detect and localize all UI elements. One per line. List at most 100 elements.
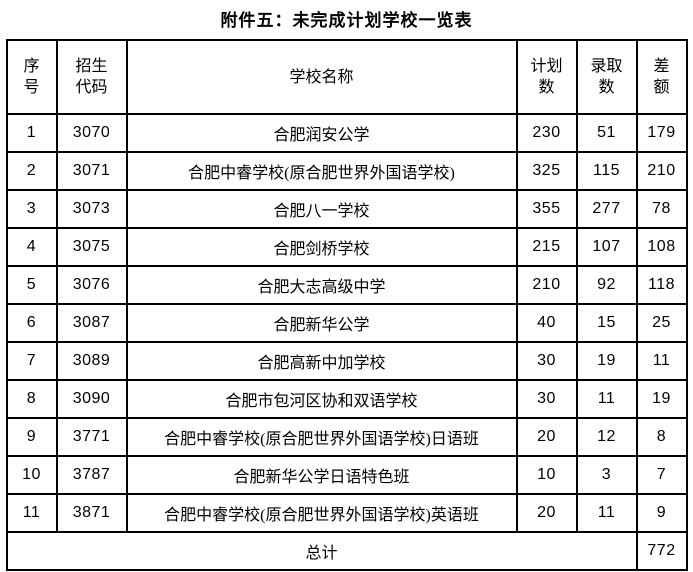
table-total-row: 总计 772 xyxy=(5,531,688,571)
cell-diff: 78 xyxy=(635,189,688,229)
cell-code: 3070 xyxy=(55,113,128,153)
cell-diff: 8 xyxy=(635,417,688,457)
cell-no: 9 xyxy=(5,417,58,457)
cell-code: 3073 xyxy=(55,189,128,229)
table-row: 3 3073 合肥八一学校 355 277 78 xyxy=(5,189,688,229)
cell-admitted: 11 xyxy=(575,493,638,533)
cell-school: 合肥中睿学校(原合肥世界外国语学校)英语班 xyxy=(125,493,518,533)
page-title: 附件五：未完成计划学校一览表 xyxy=(220,11,473,30)
total-label-cell: 总计 xyxy=(5,531,638,571)
cell-no: 1 xyxy=(5,113,58,153)
table-row: 6 3087 合肥新华公学 40 15 25 xyxy=(5,303,688,343)
col-header-plan-line2: 数 xyxy=(538,79,555,96)
cell-no: 7 xyxy=(5,341,58,381)
cell-code: 3090 xyxy=(55,379,128,419)
cell-code: 3087 xyxy=(55,303,128,343)
cell-diff: 19 xyxy=(635,379,688,419)
cell-no: 6 xyxy=(5,303,58,343)
table-row: 2 3071 合肥中睿学校(原合肥世界外国语学校) 325 115 210 xyxy=(5,151,688,191)
cell-admitted: 115 xyxy=(575,151,638,191)
cell-school: 合肥润安公学 xyxy=(125,113,518,153)
cell-plan: 40 xyxy=(515,303,578,343)
cell-school: 合肥高新中加学校 xyxy=(125,341,518,381)
col-header-admitted-line2: 数 xyxy=(598,79,615,96)
cell-code: 3871 xyxy=(55,493,128,533)
cell-no: 3 xyxy=(5,189,58,229)
table-row: 1 3070 合肥润安公学 230 51 179 xyxy=(5,113,688,153)
col-header-admitted-line1: 录取 xyxy=(590,58,623,75)
cell-plan: 210 xyxy=(515,265,578,305)
cell-admitted: 15 xyxy=(575,303,638,343)
table-row: 7 3089 合肥高新中加学校 30 19 11 xyxy=(5,341,688,381)
col-header-code-line2: 代码 xyxy=(75,79,108,96)
col-header-diff-line2: 额 xyxy=(653,79,670,96)
cell-school: 合肥中睿学校(原合肥世界外国语学校) xyxy=(125,151,518,191)
col-header-school: 学校名称 xyxy=(125,39,518,115)
table-row: 5 3076 合肥大志高级中学 210 92 118 xyxy=(5,265,688,305)
cell-plan: 10 xyxy=(515,455,578,495)
cell-code: 3075 xyxy=(55,227,128,267)
cell-diff: 179 xyxy=(635,113,688,153)
cell-school: 合肥中睿学校(原合肥世界外国语学校)日语班 xyxy=(125,417,518,457)
col-header-diff: 差 额 xyxy=(635,39,688,115)
cell-diff: 25 xyxy=(635,303,688,343)
cell-plan: 20 xyxy=(515,493,578,533)
cell-no: 2 xyxy=(5,151,58,191)
cell-code: 3771 xyxy=(55,417,128,457)
cell-plan: 355 xyxy=(515,189,578,229)
cell-no: 5 xyxy=(5,265,58,305)
table-row: 9 3771 合肥中睿学校(原合肥世界外国语学校)日语班 20 12 8 xyxy=(5,417,688,457)
cell-admitted: 3 xyxy=(575,455,638,495)
cell-no: 10 xyxy=(5,455,58,495)
cell-school: 合肥新华公学 xyxy=(125,303,518,343)
cell-diff: 7 xyxy=(635,455,688,495)
col-header-school-line1: 学校名称 xyxy=(289,68,354,86)
cell-plan: 20 xyxy=(515,417,578,457)
cell-school: 合肥八一学校 xyxy=(125,189,518,229)
cell-no: 11 xyxy=(5,493,58,533)
col-header-plan: 计划 数 xyxy=(515,39,578,115)
table-row: 11 3871 合肥中睿学校(原合肥世界外国语学校)英语班 20 11 9 xyxy=(5,493,688,533)
table-row: 8 3090 合肥市包河区协和双语学校 30 11 19 xyxy=(5,379,688,419)
col-header-code-line1: 招生 xyxy=(75,58,108,75)
cell-plan: 30 xyxy=(515,341,578,381)
cell-admitted: 277 xyxy=(575,189,638,229)
cell-plan: 215 xyxy=(515,227,578,267)
cell-diff: 9 xyxy=(635,493,688,533)
table-row: 10 3787 合肥新华公学日语特色班 10 3 7 xyxy=(5,455,688,495)
unfinished-plan-school-table: 序 号 招生 代码 学校名称 计划 数 录取 数 差 额 xyxy=(5,39,688,571)
cell-diff: 118 xyxy=(635,265,688,305)
cell-diff: 11 xyxy=(635,341,688,381)
cell-admitted: 107 xyxy=(575,227,638,267)
cell-school: 合肥新华公学日语特色班 xyxy=(125,455,518,495)
table-header-row: 序 号 招生 代码 学校名称 计划 数 录取 数 差 额 xyxy=(5,39,688,115)
cell-diff: 210 xyxy=(635,151,688,191)
cell-plan: 30 xyxy=(515,379,578,419)
cell-school: 合肥市包河区协和双语学校 xyxy=(125,379,518,419)
col-header-no: 序 号 xyxy=(5,39,58,115)
cell-code: 3076 xyxy=(55,265,128,305)
col-header-no-line1: 序 xyxy=(23,58,40,75)
table-row: 4 3075 合肥剑桥学校 215 107 108 xyxy=(5,227,688,267)
cell-no: 8 xyxy=(5,379,58,419)
cell-code: 3071 xyxy=(55,151,128,191)
total-value-cell: 772 xyxy=(635,531,688,571)
cell-admitted: 51 xyxy=(575,113,638,153)
col-header-diff-line1: 差 xyxy=(653,58,670,75)
cell-plan: 230 xyxy=(515,113,578,153)
col-header-plan-line1: 计划 xyxy=(530,58,563,75)
cell-admitted: 19 xyxy=(575,341,638,381)
cell-code: 3787 xyxy=(55,455,128,495)
cell-diff: 108 xyxy=(635,227,688,267)
cell-no: 4 xyxy=(5,227,58,267)
cell-admitted: 12 xyxy=(575,417,638,457)
col-header-no-line2: 号 xyxy=(23,79,40,96)
cell-plan: 325 xyxy=(515,151,578,191)
cell-admitted: 92 xyxy=(575,265,638,305)
cell-code: 3089 xyxy=(55,341,128,381)
col-header-code: 招生 代码 xyxy=(55,39,128,115)
cell-school: 合肥剑桥学校 xyxy=(125,227,518,267)
cell-admitted: 11 xyxy=(575,379,638,419)
col-header-admitted: 录取 数 xyxy=(575,39,638,115)
